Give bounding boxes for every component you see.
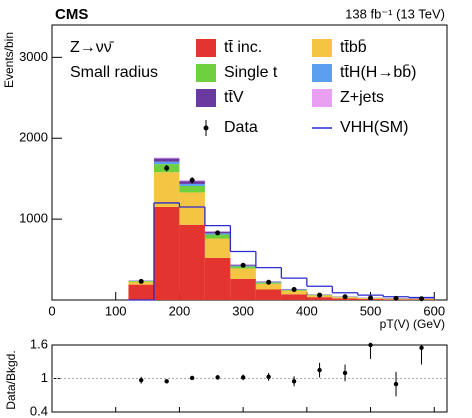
legend-swatch bbox=[196, 89, 216, 107]
legend-label: tt̄H(H→bb̄) bbox=[340, 64, 416, 81]
ratio-point bbox=[240, 375, 246, 380]
ratio-y-tick-label: 1.6 bbox=[30, 336, 48, 351]
bar-segment bbox=[255, 289, 282, 300]
ratio-y-tick-label: 0.4 bbox=[30, 403, 48, 418]
bar-segment bbox=[306, 297, 333, 300]
bar-segment bbox=[153, 157, 180, 159]
data-point bbox=[393, 295, 399, 301]
legend-label: Single t bbox=[224, 64, 278, 81]
legend-swatch bbox=[312, 89, 332, 107]
ratio-point bbox=[368, 342, 373, 348]
bar-segment bbox=[179, 183, 205, 186]
legend-label: tt̄bb̄ bbox=[340, 39, 367, 56]
bar-segment bbox=[281, 290, 307, 295]
legend-label: VHH(SM) bbox=[340, 119, 408, 136]
legend-swatch bbox=[312, 64, 332, 82]
legend-swatch bbox=[312, 39, 332, 57]
data-point bbox=[138, 278, 144, 284]
lumi: 138 fb⁻¹ (13 TeV) bbox=[345, 6, 445, 21]
bar-segment bbox=[153, 172, 180, 207]
legend-label: Data bbox=[224, 119, 258, 136]
bar-segment bbox=[230, 278, 256, 300]
bar-segment bbox=[128, 284, 154, 300]
data-point bbox=[368, 295, 374, 301]
legend-swatch bbox=[196, 39, 216, 57]
y-tick-label: 3000 bbox=[19, 49, 48, 64]
ratio-point bbox=[393, 381, 399, 387]
bar-segment bbox=[204, 234, 231, 239]
x-tick-label: 500 bbox=[360, 303, 382, 318]
bar-segment bbox=[204, 238, 231, 258]
x-tick-label: 300 bbox=[232, 303, 254, 318]
x-tick-label: 200 bbox=[169, 303, 191, 318]
category: Small radius bbox=[70, 64, 158, 81]
legend-label: Z+jets bbox=[340, 89, 384, 106]
data-point bbox=[342, 294, 348, 300]
y-tick-label: 2000 bbox=[19, 130, 48, 145]
x-tick-label: 0 bbox=[48, 303, 55, 318]
data-point bbox=[419, 296, 425, 302]
ratio-point bbox=[164, 379, 169, 384]
data-point bbox=[291, 286, 297, 292]
bar-segment bbox=[179, 192, 205, 225]
bar-segment bbox=[281, 294, 307, 300]
bar-segment bbox=[204, 257, 231, 300]
ratio-y-tick-label: 1 bbox=[41, 370, 48, 385]
x-tick-label: 600 bbox=[423, 303, 445, 318]
ratio-point bbox=[291, 379, 297, 384]
data-point bbox=[240, 262, 246, 268]
data-point bbox=[317, 292, 323, 298]
bar-segment bbox=[153, 158, 180, 162]
data-point bbox=[164, 165, 170, 171]
experiment: CMS bbox=[55, 6, 88, 23]
bar-segment bbox=[179, 224, 205, 300]
ratio-point bbox=[138, 377, 144, 383]
ratio-point bbox=[342, 370, 348, 376]
ratio-point bbox=[215, 375, 220, 380]
legend-swatch bbox=[196, 64, 216, 82]
x-axis-label: pT(V) (GeV) bbox=[380, 317, 445, 331]
data-point bbox=[189, 177, 195, 183]
bar-segment bbox=[179, 185, 205, 193]
y-tick-label: 1000 bbox=[19, 211, 48, 226]
data-point bbox=[215, 230, 221, 236]
legend-label: tt̄ inc. bbox=[224, 39, 262, 56]
ratio-point bbox=[266, 374, 271, 380]
bar-segment bbox=[255, 283, 282, 290]
ratio-point bbox=[189, 375, 195, 381]
data-point bbox=[266, 279, 272, 285]
process: Z→νν̄ bbox=[70, 39, 115, 56]
ratio-point bbox=[419, 345, 424, 350]
y-axis-label: Events/bin bbox=[2, 32, 16, 88]
x-tick-label: 400 bbox=[296, 303, 318, 318]
ratio-point bbox=[317, 367, 322, 373]
bar-segment bbox=[153, 206, 180, 300]
legend-label: tt̄V bbox=[224, 89, 244, 106]
ratio-y-label: Data/Bkgd. bbox=[4, 350, 18, 409]
x-tick-label: 100 bbox=[105, 303, 127, 318]
bar-segment bbox=[230, 268, 256, 279]
bar-segment bbox=[153, 161, 180, 165]
